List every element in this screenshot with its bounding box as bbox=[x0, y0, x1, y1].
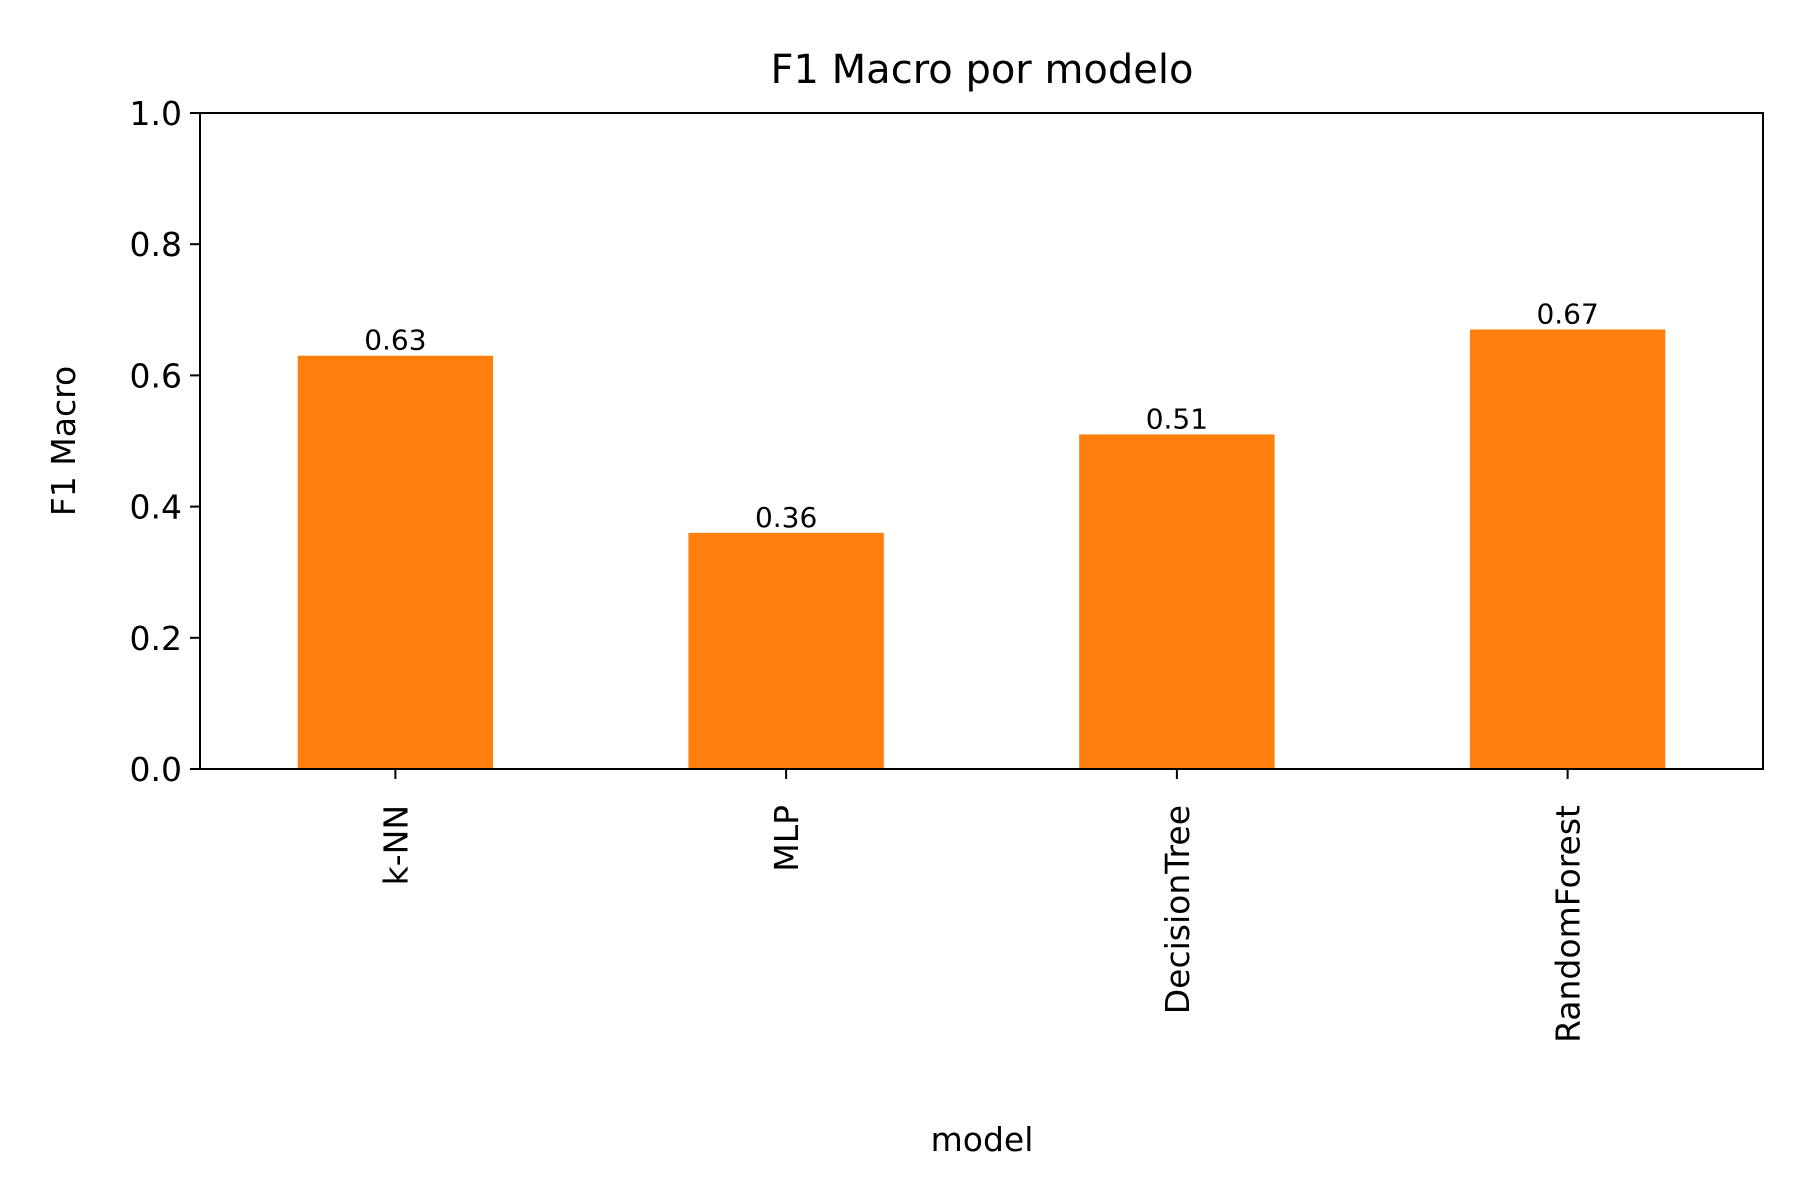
x-tick-label: MLP bbox=[767, 805, 806, 872]
y-tick-label: 0.2 bbox=[130, 619, 182, 658]
chart-title: F1 Macro por modelo bbox=[771, 47, 1194, 93]
bars-group bbox=[297, 329, 1666, 769]
y-tick-label: 0.0 bbox=[130, 750, 182, 789]
x-axis-label: model bbox=[931, 1120, 1034, 1159]
bar-value-labels: 0.63 0.36 0.51 0.67 bbox=[364, 297, 1599, 533]
bar-k-nn bbox=[297, 355, 494, 769]
y-axis-label: F1 Macro bbox=[44, 366, 83, 516]
y-tick-label: 1.0 bbox=[130, 94, 182, 133]
bar-value-label: 0.51 bbox=[1146, 402, 1208, 435]
bar-decisiontree bbox=[1079, 434, 1275, 769]
bar-randomforest bbox=[1469, 329, 1666, 769]
y-tick-label: 0.4 bbox=[130, 488, 182, 527]
bar-value-label: 0.36 bbox=[755, 501, 817, 534]
y-tick-label: 0.6 bbox=[130, 356, 182, 395]
y-tick-label: 0.8 bbox=[130, 225, 182, 264]
x-tick-label: k-NN bbox=[376, 805, 415, 885]
bar-mlp bbox=[688, 532, 884, 769]
y-axis: 0.0 0.2 0.4 0.6 0.8 1.0 bbox=[130, 94, 200, 789]
x-tick-label: DecisionTree bbox=[1158, 805, 1197, 1014]
x-axis: k-NN MLP DecisionTree RandomForest bbox=[376, 769, 1588, 1043]
bar-value-label: 0.67 bbox=[1536, 297, 1598, 330]
bar-value-label: 0.63 bbox=[364, 324, 426, 357]
x-tick-label: RandomForest bbox=[1549, 805, 1588, 1043]
plot-frame bbox=[199, 112, 1764, 770]
